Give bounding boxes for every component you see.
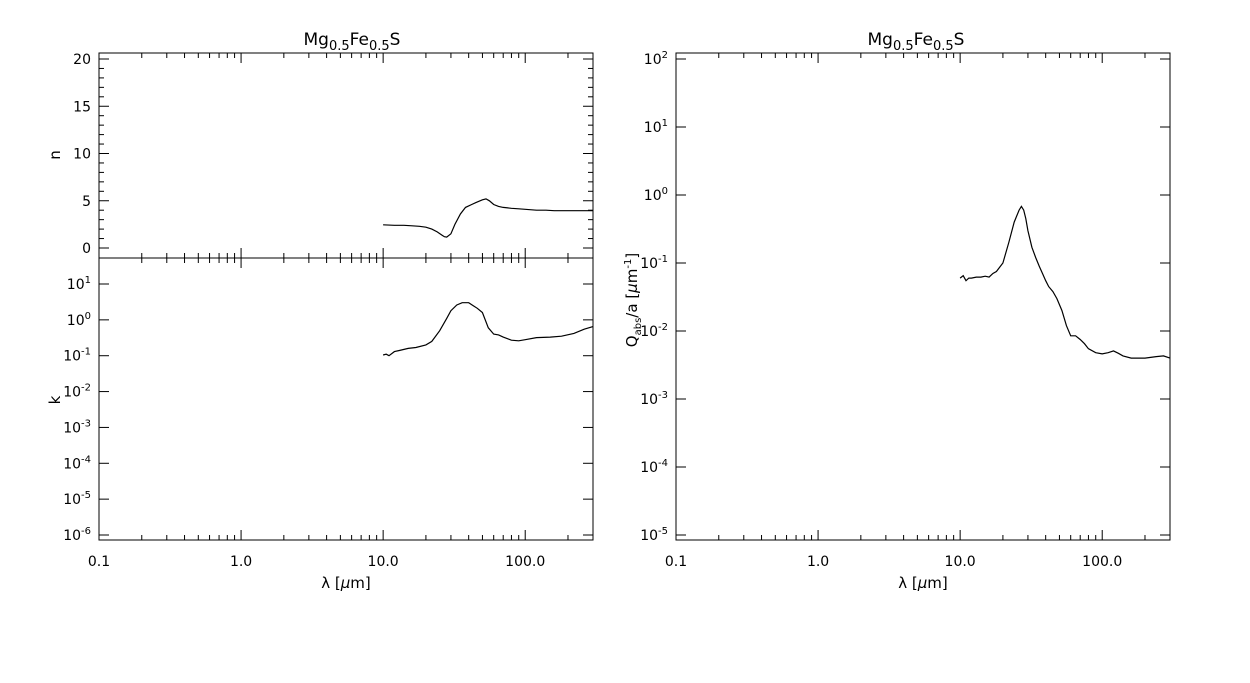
- left-xlabel: λ [μm]: [321, 574, 371, 592]
- left-xtick-label: 10.0: [368, 554, 399, 570]
- qabs-ytick-label: 100: [644, 186, 668, 204]
- n-series-line: [383, 198, 593, 238]
- qabs-ytick-label: 10-4: [640, 458, 668, 476]
- chart-marks: 0.1 1.0 10.0 100.0 0.1 1.0 10.0 100.0 0 5 10 15 20 10…: [63, 50, 1171, 570]
- n-ytick-label: 0: [82, 241, 91, 257]
- right-xtick-label: 1.0: [807, 554, 829, 570]
- left-xtick-label: 0.1: [88, 554, 110, 570]
- left-xtick-label: 100.0: [505, 554, 545, 570]
- qabs-ytick-label: 101: [644, 118, 668, 136]
- right-xlabel: λ [μm]: [898, 574, 948, 592]
- left-chart-title: Mg0.5Fe0.5S: [304, 30, 401, 54]
- n-ytick-label: 20: [73, 52, 91, 68]
- qabs-ytick-label: 10-5: [640, 526, 668, 544]
- left-xtick-label: 1.0: [230, 554, 252, 570]
- k-ytick-label: 100: [67, 311, 91, 329]
- qabs-ytick-label: 102: [644, 50, 668, 68]
- qabs-ylabel: Qabs/a [μm-1]: [623, 253, 644, 347]
- right-xtick-label: 100.0: [1082, 554, 1122, 570]
- k-ytick-label: 10-4: [63, 454, 91, 472]
- qabs-panel-frame: [675, 52, 1171, 541]
- k-ytick-label: 10-1: [63, 347, 91, 365]
- qabs-ytick-label: 10-1: [640, 254, 668, 272]
- qabs-ytick-label: 10-3: [640, 390, 668, 408]
- k-panel-ylabel: k: [46, 395, 64, 404]
- right-xtick-label: 10.0: [945, 554, 976, 570]
- k-series-line: [382, 302, 594, 357]
- n-panel-frame: [98, 52, 594, 259]
- n-ytick-label: 5: [82, 194, 91, 210]
- k-ytick-label: 10-3: [63, 418, 91, 436]
- n-ytick-label: 15: [73, 99, 91, 115]
- qabs-series-line: [959, 205, 1171, 359]
- k-ytick-label: 101: [67, 275, 91, 293]
- k-ytick-label: 10-6: [63, 526, 91, 544]
- qabs-ytick-label: 10-2: [640, 322, 668, 340]
- k-ytick-label: 10-5: [63, 490, 91, 508]
- k-ytick-label: 10-2: [63, 383, 91, 401]
- right-chart-title: Mg0.5Fe0.5S: [868, 30, 965, 54]
- k-panel-frame: [98, 257, 594, 541]
- n-panel-ylabel: n: [46, 150, 64, 160]
- right-xtick-label: 0.1: [665, 554, 687, 570]
- n-ytick-label: 10: [73, 147, 91, 163]
